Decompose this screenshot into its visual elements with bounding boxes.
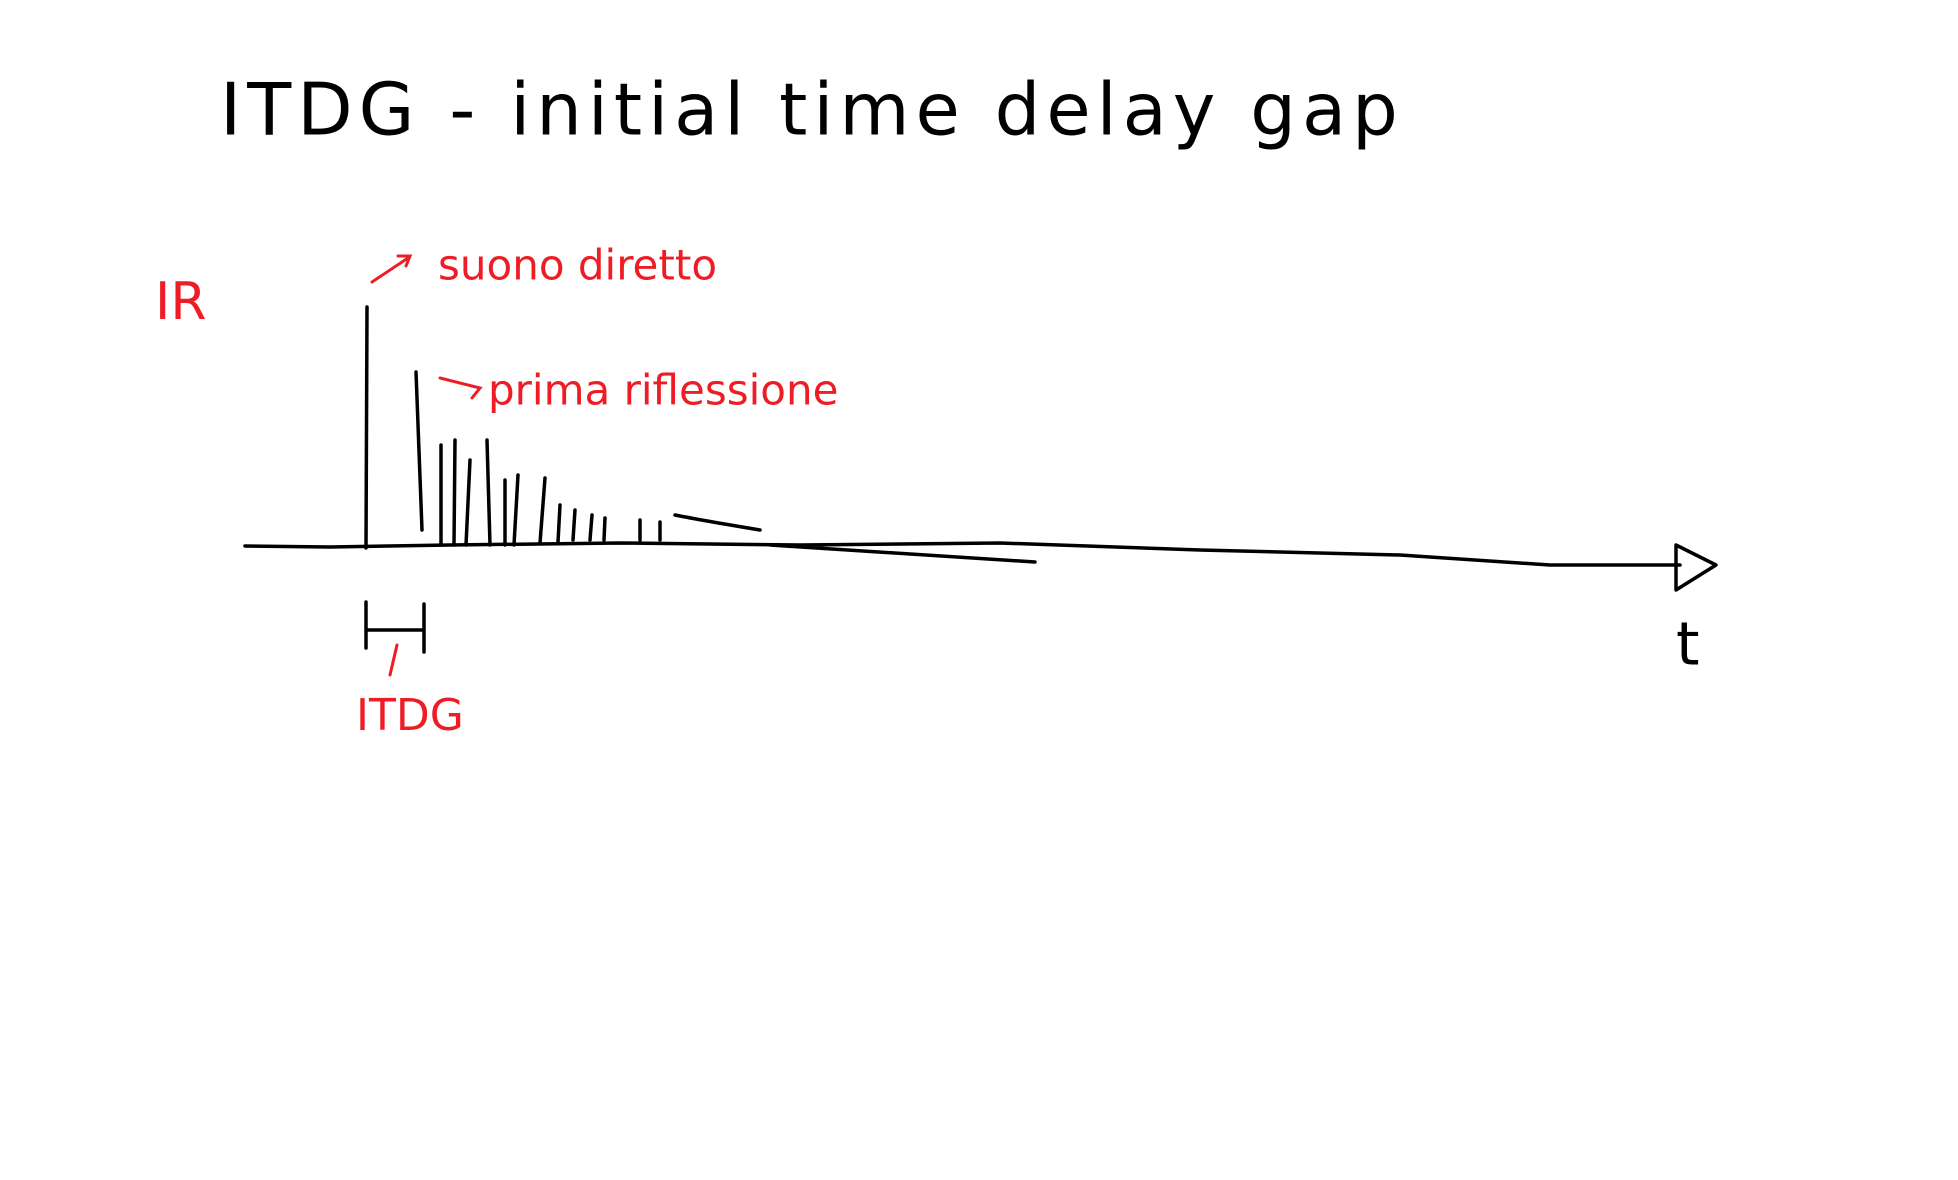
y-axis-label: IR	[155, 272, 206, 332]
gap-label: ITDG	[356, 690, 464, 741]
reflection-arrow	[438, 376, 483, 400]
x-axis-label: t	[1676, 610, 1700, 680]
direct-sound-label: suono diretto	[438, 241, 717, 290]
direct-arrow	[370, 254, 413, 284]
impulse-spikes	[364, 305, 762, 550]
gap-bracket	[364, 600, 426, 654]
time-axis	[243, 541, 1718, 592]
gap-pointer	[388, 643, 399, 677]
title: ITDG - initial time delay gap	[220, 68, 1404, 152]
first-reflection-label: prima riflessione	[488, 366, 838, 415]
